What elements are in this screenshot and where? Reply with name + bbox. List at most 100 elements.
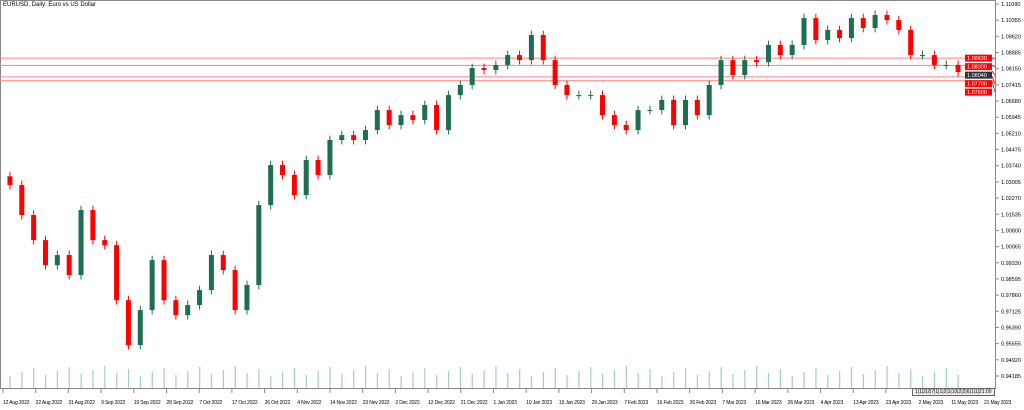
volume-bar bbox=[412, 372, 414, 388]
candle-bear bbox=[896, 20, 902, 30]
plot-area bbox=[0, 0, 996, 389]
candle-bear bbox=[908, 29, 914, 56]
level-label: 1.08630 bbox=[967, 56, 987, 62]
x-tick-label: 12 Aug 2022 bbox=[3, 400, 30, 406]
volume-bar bbox=[708, 371, 710, 388]
candle-bear bbox=[730, 60, 736, 76]
candle-bull bbox=[362, 130, 368, 140]
candle-bear bbox=[232, 270, 238, 311]
x-tick-label: 21 May 2023 bbox=[984, 400, 1012, 406]
volume-bar bbox=[258, 369, 260, 388]
volume-bar bbox=[80, 374, 82, 388]
x-tick-label: 26 Feb 2023 bbox=[690, 400, 717, 406]
candle-bear bbox=[860, 18, 866, 28]
candle-bear bbox=[173, 300, 179, 316]
x-tick-label: 13 Apr 2023 bbox=[853, 400, 879, 406]
candle-bear bbox=[754, 60, 760, 63]
volume-bar bbox=[696, 375, 699, 388]
volume-bar bbox=[116, 373, 118, 388]
y-tick-label: 1.07415 bbox=[1001, 83, 1021, 89]
candle-bull bbox=[848, 18, 854, 39]
candle-bear bbox=[291, 174, 297, 196]
candle-bull bbox=[78, 209, 84, 276]
volume-bar bbox=[44, 375, 47, 388]
volume-bar bbox=[767, 373, 770, 388]
volume-bar bbox=[139, 376, 141, 388]
x-tick-label: 17 Oct 2022 bbox=[232, 400, 258, 406]
candle-bull bbox=[327, 139, 333, 175]
candle-bull bbox=[445, 95, 451, 131]
current-price-label-bg bbox=[965, 71, 992, 79]
y-tick-label: 0.96390 bbox=[1001, 325, 1021, 331]
volume-bar bbox=[210, 374, 213, 388]
volume-bar bbox=[530, 376, 533, 388]
volume-bar bbox=[637, 373, 639, 388]
x-tick-label: 14 Nov 2022 bbox=[330, 400, 357, 406]
candle-bull bbox=[457, 84, 463, 96]
x-tick-label: 16 Feb 2023 bbox=[657, 400, 684, 406]
level-label: 1.07600 bbox=[967, 90, 987, 96]
candle-bull bbox=[469, 68, 475, 85]
y-tick-label: 0.95655 bbox=[1001, 342, 1021, 348]
volume-bar bbox=[341, 374, 343, 388]
volume-bar bbox=[305, 375, 307, 388]
volume-bar bbox=[945, 368, 947, 388]
volume-bar bbox=[33, 368, 35, 388]
candle-bear bbox=[386, 110, 392, 126]
candle-bear bbox=[31, 215, 37, 241]
candle-bear bbox=[434, 105, 440, 131]
candle-bear bbox=[114, 245, 120, 301]
volume-bar bbox=[187, 371, 189, 388]
volume-bar bbox=[874, 370, 876, 388]
y-tick-label: 0.94920 bbox=[1001, 358, 1021, 364]
navigator-bar[interactable]: 1|1|2|2|7|1|1|2|1|10|2|2|6|1|1|21:00 bbox=[912, 388, 995, 396]
candle-bear bbox=[671, 99, 677, 126]
volume-bar bbox=[661, 376, 663, 388]
candle-bear bbox=[517, 55, 523, 61]
candle-bear bbox=[161, 260, 167, 301]
level-label: 1.07780 bbox=[967, 82, 987, 88]
volume-bar bbox=[850, 367, 853, 388]
candle-bear bbox=[955, 64, 961, 72]
x-tick-label: 19 Jan 2023 bbox=[559, 400, 585, 406]
volume-bar bbox=[471, 374, 473, 388]
x-tick-label: 22 Aug 2022 bbox=[36, 400, 63, 406]
chart-title: EURUSD, Daily: Euro vs US Dollar bbox=[3, 2, 97, 8]
y-tick-label: 0.99330 bbox=[1001, 261, 1021, 267]
volume-bar bbox=[270, 376, 272, 388]
volume-bar bbox=[68, 367, 70, 388]
y-tick-label: 1.08885 bbox=[1001, 51, 1021, 57]
candle-bull bbox=[647, 110, 653, 112]
y-tick-label: 1.00065 bbox=[1001, 245, 1021, 251]
y-tick-label: 1.03005 bbox=[1001, 180, 1021, 186]
candle-bear bbox=[351, 135, 357, 140]
current-price-label: 1.08040 bbox=[967, 73, 987, 79]
candle-bear bbox=[564, 84, 570, 96]
volume-bar bbox=[104, 366, 106, 388]
volume-bar bbox=[602, 374, 604, 388]
candle-bear bbox=[410, 115, 416, 120]
candle-bull bbox=[635, 110, 641, 131]
volume-bar bbox=[56, 371, 59, 388]
candle-bear bbox=[931, 55, 937, 65]
volume-bar bbox=[673, 372, 675, 388]
y-tick-label: 1.05210 bbox=[1001, 131, 1021, 137]
x-tick-label: 16 Mar 2023 bbox=[755, 400, 782, 406]
volume-bar bbox=[436, 375, 438, 388]
volume-bar bbox=[246, 373, 248, 388]
candle-bear bbox=[813, 18, 819, 41]
candle-bull bbox=[54, 255, 60, 266]
x-tick-label: 7 Oct 2022 bbox=[199, 400, 222, 406]
candle-bull bbox=[742, 60, 748, 76]
x-tick-label: 26 Mar 2023 bbox=[788, 400, 815, 406]
candle-bull bbox=[789, 44, 795, 56]
candle-bear bbox=[102, 240, 108, 246]
candle-bear bbox=[837, 29, 843, 39]
candle-bear bbox=[220, 255, 226, 271]
candle-bull bbox=[682, 99, 688, 126]
candle-bull bbox=[303, 160, 309, 196]
candle-bull bbox=[588, 95, 594, 97]
y-tick-label: 1.05945 bbox=[1001, 115, 1021, 121]
x-tick-label: 21 Dec 2022 bbox=[461, 400, 488, 406]
